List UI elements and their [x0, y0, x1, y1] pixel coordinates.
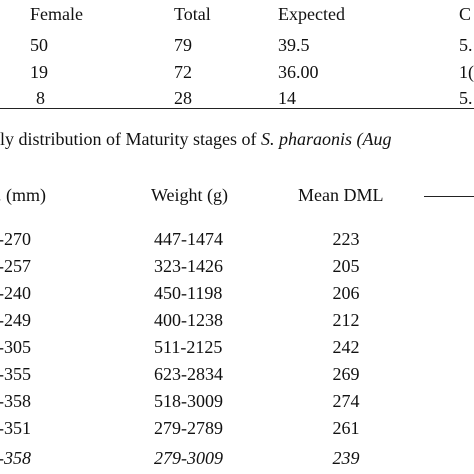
mean-dml-cell: 212	[332, 310, 360, 330]
total-length-range: -358	[0, 448, 31, 468]
table1-r1-female: 50	[30, 35, 48, 55]
mean-dml-cell: 206	[332, 283, 360, 303]
length-range-cell: -257	[0, 256, 31, 276]
table1-r3-expected: 14	[278, 88, 296, 108]
caption-prefix: ly distribution of Maturity stages of	[0, 129, 261, 149]
weight-range-cell: 450-1198	[154, 283, 223, 303]
length-range-cell: -358	[0, 391, 31, 411]
table1-r1-total: 79	[174, 35, 192, 55]
length-range-cell: -249	[0, 310, 31, 330]
mean-dml-cell: 274	[332, 391, 360, 411]
table1-header-total: Total	[174, 4, 211, 24]
table1-header-partial: C	[459, 4, 472, 24]
table1-header-female: Female	[30, 4, 83, 24]
table2-header-weight: Weight (g)	[151, 185, 229, 205]
weight-range-cell: 400-1238	[154, 310, 223, 330]
weight-range-cell: 323-1426	[154, 256, 223, 276]
mean-dml-cell: 205	[332, 256, 360, 276]
table1-r3-total: 28	[174, 88, 192, 108]
table2-header-length: . (mm)	[0, 185, 46, 205]
table1-r1-expected: 39.5	[278, 35, 310, 55]
weight-range-cell: 511-2125	[154, 337, 223, 357]
table1-r1-partial: 5.	[459, 35, 473, 55]
table2-header-rule-partial	[424, 196, 474, 197]
length-range-cell: -351	[0, 418, 31, 438]
table2-caption: ly distribution of Maturity stages of S.…	[0, 130, 392, 148]
table1-bottom-rule	[0, 108, 474, 109]
mean-dml-cell: 223	[332, 229, 360, 249]
table1-r3-partial: 5.	[459, 88, 473, 108]
total-weight-range: 279-3009	[154, 448, 223, 468]
table1-r2-expected: 36.00	[278, 62, 319, 82]
length-range-cell: -305	[0, 337, 31, 357]
mean-dml-cell: 242	[332, 337, 360, 357]
length-range-cell: -355	[0, 364, 31, 384]
length-range-cell: -240	[0, 283, 31, 303]
table1-r3-female: 8	[36, 88, 45, 108]
table1-r2-total: 72	[174, 62, 192, 82]
weight-range-cell: 279-2789	[154, 418, 223, 438]
weight-range-cell: 518-3009	[154, 391, 223, 411]
weight-range-cell: 623-2834	[154, 364, 223, 384]
mean-dml-cell: 261	[332, 418, 360, 438]
total-mean-dml: 239	[332, 448, 360, 468]
weight-range-cell: 447-1474	[154, 229, 223, 249]
mean-dml-cell: 269	[332, 364, 360, 384]
table1-r2-partial: 1(	[459, 62, 474, 82]
table1-header-expected: Expected	[278, 4, 345, 24]
table1-r2-female: 19	[30, 62, 48, 82]
length-range-cell: -270	[0, 229, 31, 249]
table2-header-mean-dml: Mean DML	[298, 185, 384, 205]
caption-suffix: (Aug	[352, 129, 392, 149]
caption-species: S. pharaonis	[260, 129, 352, 149]
